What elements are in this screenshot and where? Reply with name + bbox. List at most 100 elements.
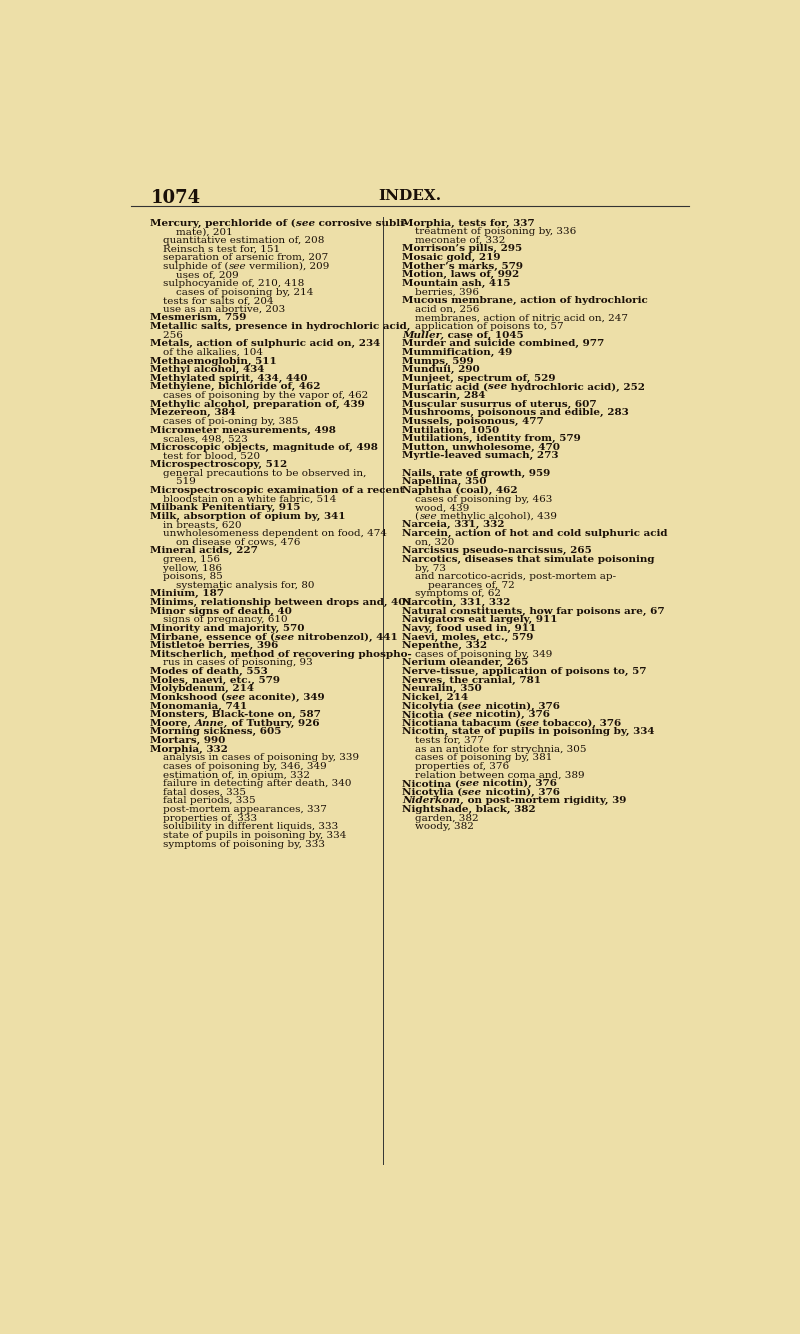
Text: Moore,: Moore, — [150, 719, 195, 728]
Text: Nerve-tissue, application of poisons to, 57: Nerve-tissue, application of poisons to,… — [402, 667, 646, 676]
Text: cases of poisoning by, 214: cases of poisoning by, 214 — [150, 288, 314, 296]
Text: acid on, 256: acid on, 256 — [402, 305, 480, 313]
Text: Molybdenum, 214: Molybdenum, 214 — [150, 684, 254, 694]
Text: Narceia, 331, 332: Narceia, 331, 332 — [402, 520, 505, 530]
Text: sulphocyanide of, 210, 418: sulphocyanide of, 210, 418 — [150, 279, 305, 288]
Text: see: see — [460, 779, 479, 788]
Text: Nicotylia (: Nicotylia ( — [402, 788, 462, 796]
Text: Muriatic acid (: Muriatic acid ( — [402, 383, 488, 391]
Text: on post-mortem rigidity, 39: on post-mortem rigidity, 39 — [464, 796, 626, 806]
Text: Microscopic objects, magnitude of, 498: Microscopic objects, magnitude of, 498 — [150, 443, 378, 452]
Text: uses of, 209: uses of, 209 — [150, 271, 239, 279]
Text: post-mortem appearances, 337: post-mortem appearances, 337 — [150, 804, 327, 814]
Text: see: see — [226, 692, 246, 702]
Text: Methaemoglobin, 511: Methaemoglobin, 511 — [150, 356, 277, 366]
Text: Morning sickness, 605: Morning sickness, 605 — [150, 727, 282, 736]
Text: meconate of, 332: meconate of, 332 — [402, 236, 506, 245]
Text: properties of, 376: properties of, 376 — [402, 762, 510, 771]
Text: poisons, 85: poisons, 85 — [150, 572, 223, 582]
Text: Minor signs of death, 40: Minor signs of death, 40 — [150, 607, 292, 616]
Text: Mistletoe berries, 396: Mistletoe berries, 396 — [150, 642, 278, 650]
Text: 519: 519 — [150, 478, 196, 487]
Text: see: see — [462, 702, 482, 711]
Text: on disease of cows, 476: on disease of cows, 476 — [150, 538, 301, 547]
Text: 1074: 1074 — [150, 189, 201, 207]
Text: separation of arsenic from, 207: separation of arsenic from, 207 — [150, 253, 329, 261]
Text: Mercury, perchloride of (: Mercury, perchloride of ( — [150, 219, 296, 228]
Text: Mezereon, 384: Mezereon, 384 — [150, 408, 236, 418]
Text: Muscarin, 284: Muscarin, 284 — [402, 391, 486, 400]
Text: solubility in different liquids, 333: solubility in different liquids, 333 — [150, 822, 338, 831]
Text: Mumps, 599: Mumps, 599 — [402, 356, 474, 366]
Text: Anne,: Anne, — [195, 719, 228, 728]
Text: tests for, 377: tests for, 377 — [402, 736, 484, 746]
Text: in breasts, 620: in breasts, 620 — [150, 520, 242, 530]
Text: Mutton, unwholesome, 470: Mutton, unwholesome, 470 — [402, 443, 560, 452]
Text: estimation of, in opium, 332: estimation of, in opium, 332 — [150, 771, 310, 779]
Text: Methylene, bichloride of, 462: Methylene, bichloride of, 462 — [150, 383, 321, 391]
Text: Microspectroscopic examination of a recent: Microspectroscopic examination of a rece… — [150, 486, 405, 495]
Text: see: see — [520, 719, 539, 728]
Text: cases of poisoning by, 346, 349: cases of poisoning by, 346, 349 — [150, 762, 327, 771]
Text: Nicotiana tabacum (: Nicotiana tabacum ( — [402, 719, 520, 728]
Text: Milk, absorption of opium by, 341: Milk, absorption of opium by, 341 — [150, 512, 346, 520]
Text: aconite), 349: aconite), 349 — [246, 692, 325, 702]
Text: Milbank Penitentiary, 915: Milbank Penitentiary, 915 — [150, 503, 301, 512]
Text: Mirbane, essence of (: Mirbane, essence of ( — [150, 632, 275, 642]
Text: unwholesomeness dependent on food, 474: unwholesomeness dependent on food, 474 — [150, 530, 387, 538]
Text: Methylic alcohol, preparation of, 439: Methylic alcohol, preparation of, 439 — [150, 400, 365, 408]
Text: yellow, 186: yellow, 186 — [150, 563, 222, 572]
Text: Mussels, poisonous, 477: Mussels, poisonous, 477 — [402, 418, 544, 426]
Text: Moles, naevi, etc., 579: Moles, naevi, etc., 579 — [150, 676, 280, 684]
Text: Narcein, action of hot and cold sulphuric acid: Narcein, action of hot and cold sulphuri… — [402, 530, 668, 538]
Text: Mummification, 49: Mummification, 49 — [402, 348, 513, 358]
Text: Morrison’s pills, 295: Morrison’s pills, 295 — [402, 244, 522, 253]
Text: failure in detecting after death, 340: failure in detecting after death, 340 — [150, 779, 352, 788]
Text: see: see — [296, 219, 315, 228]
Text: mate), 201: mate), 201 — [150, 227, 233, 236]
Text: Mesmerism, 759: Mesmerism, 759 — [150, 313, 246, 323]
Text: Minority and majority, 570: Minority and majority, 570 — [150, 624, 305, 632]
Text: (: ( — [402, 512, 419, 520]
Text: Munjeet, spectrum of, 529: Munjeet, spectrum of, 529 — [402, 374, 556, 383]
Text: membranes, action of nitric acid on, 247: membranes, action of nitric acid on, 247 — [402, 313, 628, 323]
Text: hydrochloric acid), 252: hydrochloric acid), 252 — [507, 383, 646, 392]
Text: Mosaic gold, 219: Mosaic gold, 219 — [402, 253, 501, 261]
Text: sulphide of (: sulphide of ( — [150, 261, 229, 271]
Text: cases of poisoning by the vapor of, 462: cases of poisoning by the vapor of, 462 — [150, 391, 369, 400]
Text: general precautions to be observed in,: general precautions to be observed in, — [150, 468, 366, 478]
Text: nicotin), 376: nicotin), 376 — [472, 710, 550, 719]
Text: and narcotico-acrids, post-mortem ap-: and narcotico-acrids, post-mortem ap- — [402, 572, 616, 582]
Text: of Tutbury, 926: of Tutbury, 926 — [228, 719, 320, 728]
Text: see: see — [462, 788, 482, 796]
Text: Nightshade, black, 382: Nightshade, black, 382 — [402, 804, 536, 814]
Text: cases of poi-oning by, 385: cases of poi-oning by, 385 — [150, 418, 299, 426]
Text: use as an abortive, 203: use as an abortive, 203 — [150, 305, 286, 313]
Text: quantitative estimation of, 208: quantitative estimation of, 208 — [150, 236, 325, 245]
Text: nitrobenzol), 441: nitrobenzol), 441 — [294, 632, 398, 642]
Text: Neuralin, 350: Neuralin, 350 — [402, 684, 482, 694]
Text: Metals, action of sulphuric acid on, 234: Metals, action of sulphuric acid on, 234 — [150, 339, 381, 348]
Text: Metallic salts, presence in hydrochloric acid,: Metallic salts, presence in hydrochloric… — [150, 321, 410, 331]
Text: cases of poisoning by, 349: cases of poisoning by, 349 — [402, 650, 553, 659]
Text: Natural constituents, how far poisons are, 67: Natural constituents, how far poisons ar… — [402, 607, 665, 616]
Text: Nerves, the cranial, 781: Nerves, the cranial, 781 — [402, 676, 542, 684]
Text: Nails, rate of growth, 959: Nails, rate of growth, 959 — [402, 468, 550, 478]
Text: Minims, relationship between drops and, 401: Minims, relationship between drops and, … — [150, 598, 413, 607]
Text: Mountain ash, 415: Mountain ash, 415 — [402, 279, 510, 288]
Text: Naphtha (coal), 462: Naphtha (coal), 462 — [402, 486, 518, 495]
Text: cases of poisoning by, 463: cases of poisoning by, 463 — [402, 495, 553, 503]
Text: Morphia, tests for, 337: Morphia, tests for, 337 — [402, 219, 535, 228]
Text: garden, 382: garden, 382 — [402, 814, 479, 823]
Text: Microspectroscopy, 512: Microspectroscopy, 512 — [150, 460, 288, 470]
Text: of the alkalies, 104: of the alkalies, 104 — [150, 348, 263, 358]
Text: state of pupils in poisoning by, 334: state of pupils in poisoning by, 334 — [150, 831, 346, 840]
Text: signs of pregnancy, 610: signs of pregnancy, 610 — [150, 615, 288, 624]
Text: corrosive subli-: corrosive subli- — [315, 219, 408, 228]
Text: fatal periods, 335: fatal periods, 335 — [150, 796, 256, 806]
Text: rus in cases of poisoning, 93: rus in cases of poisoning, 93 — [150, 659, 313, 667]
Text: relation between coma and, 389: relation between coma and, 389 — [402, 771, 585, 779]
Text: Nickel, 214: Nickel, 214 — [402, 692, 468, 702]
Text: analysis in cases of poisoning by, 339: analysis in cases of poisoning by, 339 — [150, 754, 359, 762]
Text: Murder and suicide combined, 977: Murder and suicide combined, 977 — [402, 339, 605, 348]
